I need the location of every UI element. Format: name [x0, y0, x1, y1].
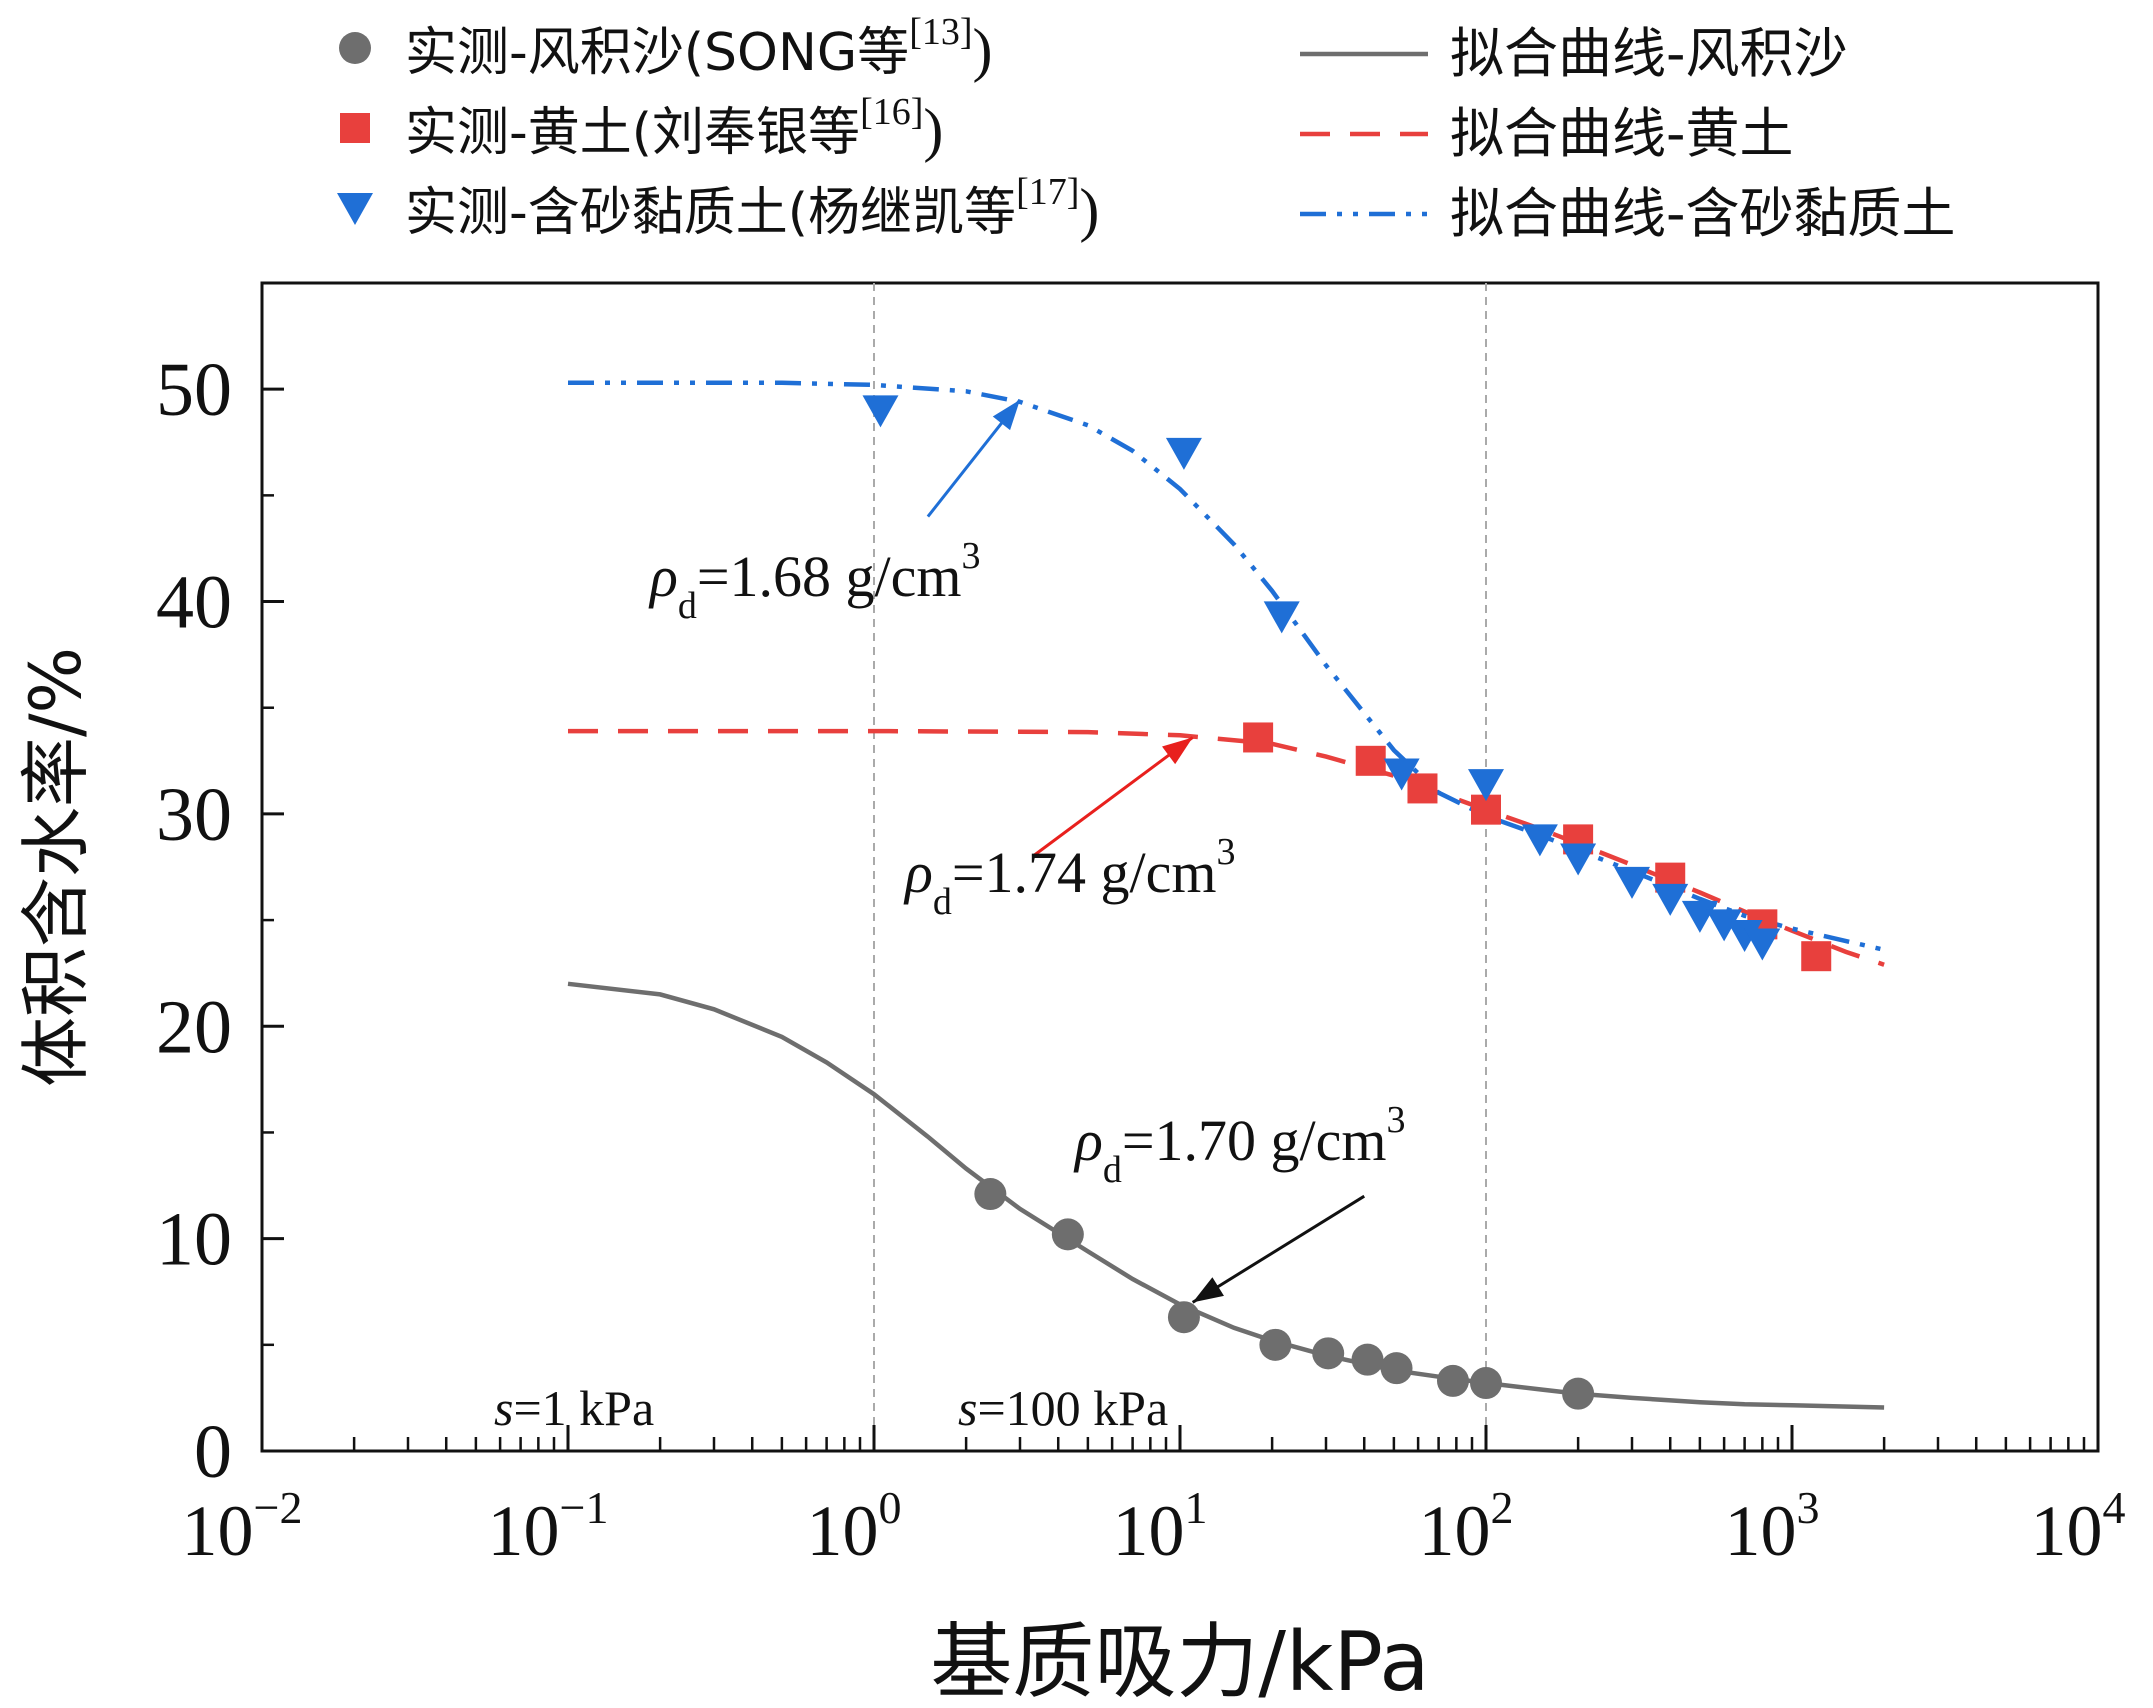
data-markers	[862, 395, 1832, 1410]
annotation-label: ρd=1.70 g/cm3	[1073, 1099, 1406, 1191]
data-point	[1521, 824, 1558, 857]
data-point	[1436, 1364, 1469, 1397]
fit-curve	[568, 380, 1885, 952]
reference-label: s=1 kPa	[494, 1380, 654, 1436]
data-point	[1801, 941, 1832, 972]
legend: 实测-风积沙(SONG等[13]) 实测-黄土(刘奉银等[16]) 实测-含砂黏质土…	[337, 11, 1956, 245]
y-tick-label: 50	[156, 348, 232, 432]
arrow-head	[992, 399, 1020, 431]
arrow-head	[1162, 737, 1193, 765]
data-point	[1167, 1301, 1200, 1334]
data-point	[1355, 745, 1386, 776]
data-point	[974, 1178, 1007, 1211]
x-tick-label: 104	[2031, 1482, 2126, 1571]
fit-curve	[567, 981, 1885, 1410]
reference-lines: s=1 kPa s=100 kPa	[494, 283, 1487, 1451]
y-tick-label: 0	[194, 1410, 232, 1494]
annotation-arrow	[1031, 736, 1194, 858]
data-point	[1351, 1343, 1384, 1376]
data-point	[1706, 909, 1743, 942]
x-tick-label: 102	[1419, 1482, 1514, 1571]
legend-label: 实测-含砂黏质土(杨继凯等[17])	[405, 171, 1099, 243]
data-point	[1383, 758, 1420, 791]
reference-label: s=100 kPa	[958, 1380, 1168, 1436]
data-point	[1380, 1352, 1413, 1385]
legend-label: 实测-风积沙(SONG等[13])	[405, 11, 992, 83]
x-axis-title: 基质吸力/kPa	[930, 1615, 1429, 1708]
y-tick-label: 10	[156, 1198, 232, 1282]
data-point	[1681, 900, 1718, 933]
legend-label: 拟合曲线-含砂黏质土	[1450, 182, 1956, 245]
data-point	[1165, 437, 1202, 470]
fit-curves	[567, 380, 1885, 1410]
y-tick-label: 30	[156, 773, 232, 857]
legend-label: 拟合曲线-黄土	[1450, 102, 1794, 165]
y-tick-label: 20	[156, 985, 232, 1069]
annotations: ρd=1.68 g/cm3 ρd=1.74 g/cm3 ρd=1.70 g/cm3	[648, 398, 1406, 1304]
annotation-label: ρd=1.74 g/cm3	[903, 831, 1236, 923]
x-tick-label: 10−1	[488, 1482, 609, 1571]
data-point	[1263, 601, 1300, 634]
x-tick-label: 10−2	[182, 1482, 303, 1571]
y-axis-title: 体积含水率/%	[15, 647, 97, 1087]
data-point	[1726, 919, 1763, 952]
data-point	[1243, 722, 1274, 753]
data-point	[862, 395, 899, 428]
data-point	[1468, 769, 1504, 802]
x-tick-label: 101	[1113, 1482, 1208, 1571]
legend-marker	[339, 32, 371, 64]
x-tick-label: 103	[1725, 1482, 1820, 1571]
legend-marker	[337, 193, 373, 225]
data-point	[1560, 843, 1597, 876]
data-point	[1652, 883, 1689, 916]
data-point	[1312, 1337, 1345, 1370]
legend-marker	[340, 113, 370, 143]
x-tick-label: 100	[807, 1482, 902, 1571]
annotation-arrow	[1191, 1194, 1366, 1304]
legend-label: 拟合曲线-风积沙	[1450, 22, 1848, 85]
data-point	[1259, 1328, 1292, 1361]
arrow-head	[1192, 1277, 1224, 1303]
axes: 10−2 10−1 100 101 102 103 104 0 10 20 30 40 50 基质吸力/k…	[15, 348, 2126, 1708]
data-point	[1051, 1218, 1084, 1251]
data-point	[1470, 1367, 1502, 1400]
y-tick-label: 40	[156, 561, 232, 645]
data-point	[1613, 866, 1650, 899]
data-point	[1562, 1377, 1595, 1410]
annotation-label: ρd=1.68 g/cm3	[648, 535, 981, 627]
data-point	[1744, 928, 1781, 961]
data-point	[1407, 773, 1438, 804]
legend-label: 实测-黄土(刘奉银等[16])	[405, 91, 943, 163]
